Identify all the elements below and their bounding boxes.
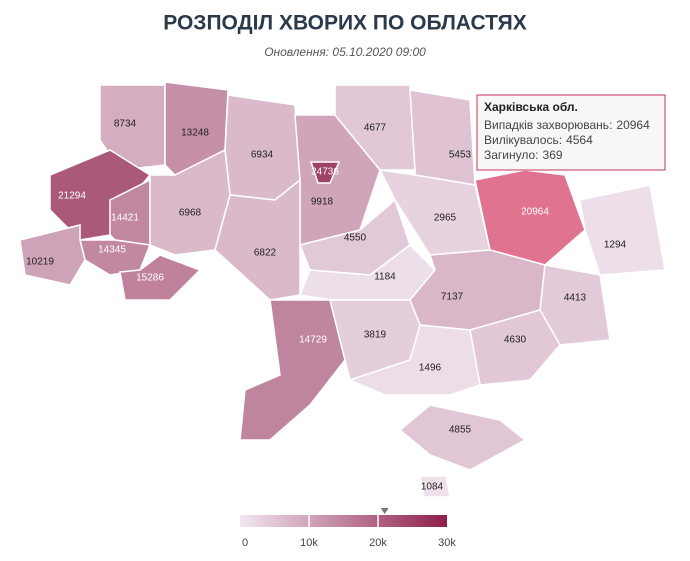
region[interactable]: [99, 84, 166, 171]
region-value: 6934: [251, 150, 274, 161]
tooltip-label: Вилікувалось:: [484, 133, 562, 147]
region[interactable]: [239, 299, 346, 441]
region[interactable]: [539, 264, 611, 346]
legend-bar: [240, 515, 447, 527]
tooltip-row: Вилікувалось: 4564: [484, 133, 593, 147]
region-value: 1084: [421, 482, 444, 493]
region-labels: 8734 13248 6934 9918 24736 4677 5453 21294 14421…: [26, 119, 626, 493]
region-value: 4413: [564, 293, 587, 304]
region-value: 1294: [604, 240, 627, 251]
region[interactable]: [347, 324, 481, 396]
region-value: 8734: [114, 119, 137, 130]
region[interactable]: [214, 178, 301, 301]
tooltip: Харківська обл. Випадків захворювань: 2096…: [476, 94, 666, 171]
region-value: 4550: [344, 233, 367, 244]
region-value: 1496: [419, 363, 442, 374]
tooltip-value: 369: [543, 148, 563, 162]
region-value: 7137: [441, 292, 464, 303]
region-value: 4677: [364, 123, 387, 134]
region[interactable]: [309, 161, 341, 184]
tooltip-row: Випадків захворювань: 20964: [484, 118, 650, 132]
tooltip-value: 4564: [566, 133, 593, 147]
region[interactable]: [119, 254, 202, 301]
region-value: 14345: [98, 245, 126, 256]
map: [19, 81, 666, 498]
tooltip-title: Харківська обл.: [484, 100, 578, 114]
region-value: 10219: [26, 257, 54, 268]
region-value: 3819: [364, 330, 387, 341]
region-value: 1184: [374, 272, 396, 283]
region[interactable]: [409, 89, 476, 186]
region[interactable]: [19, 224, 86, 286]
region-value: 4630: [504, 335, 527, 346]
tooltip-label: Загинуло:: [484, 148, 539, 162]
region[interactable]: [398, 404, 527, 471]
tooltip-value: 20964: [616, 118, 650, 132]
legend-label: 10k: [300, 537, 318, 549]
region-value: 14729: [299, 335, 327, 346]
region-value: 4855: [449, 425, 472, 436]
region-value: 5453: [449, 150, 472, 161]
tooltip-box: [476, 94, 666, 171]
region-value: 21294: [58, 191, 86, 202]
region-value: 13248: [181, 128, 209, 139]
legend-marker: [380, 508, 389, 514]
region-value: 2965: [434, 213, 457, 224]
title: РОЗПОДІЛ ХВОРИХ ПО ОБЛАСТЯХ: [163, 12, 527, 35]
subtitle: Оновлення: 05.10.2020 09:00: [264, 45, 426, 59]
region-value: 24736: [311, 167, 339, 178]
region-value: 6968: [179, 208, 202, 219]
region-value: 15286: [136, 273, 164, 284]
legend-label: 0: [242, 537, 248, 549]
region-value: 20964: [521, 207, 549, 218]
region-value: 14421: [111, 213, 139, 224]
region[interactable]: [419, 475, 451, 498]
tooltip-row: Загинуло: 369: [484, 148, 563, 162]
region-value: 6822: [254, 248, 277, 259]
legend-label: 30k: [438, 537, 456, 549]
region[interactable]: [334, 84, 416, 171]
legend: 0 10k 20k 30k: [240, 508, 456, 549]
region[interactable]: [224, 94, 301, 201]
region[interactable]: [579, 184, 666, 276]
region-value: 9918: [311, 197, 334, 208]
tooltip-label: Випадків захворювань:: [484, 118, 612, 132]
legend-label: 20k: [369, 537, 387, 549]
